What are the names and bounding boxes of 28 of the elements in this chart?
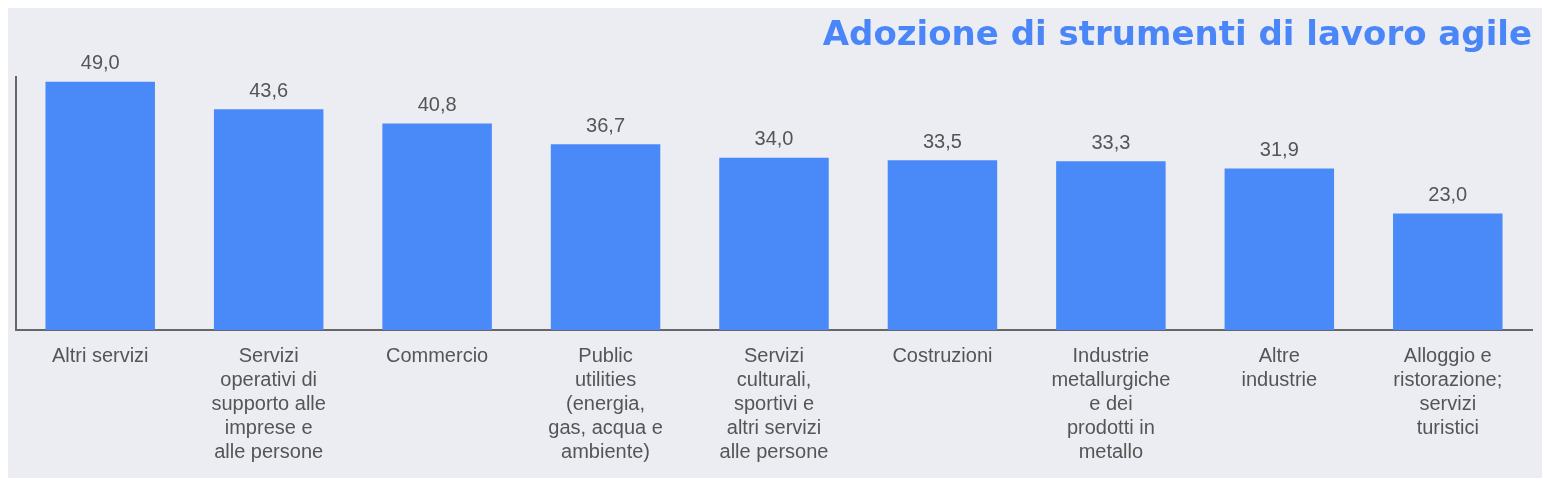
bar: [719, 157, 829, 330]
bar: [382, 123, 492, 330]
data-label: 23,0: [1428, 183, 1468, 206]
bar: [213, 109, 324, 330]
x-tick-label: Altri servizi: [51, 343, 149, 366]
x-tick-label: Public utilities (energia, gas, acqua e ambiente): [548, 343, 663, 462]
data-label: 40,8: [417, 92, 457, 115]
bar: [887, 160, 998, 330]
bar: [45, 81, 155, 330]
x-tick-label: Alloggio e ristorazione; servizi turistici: [1393, 343, 1503, 438]
data-label: 31,9: [1259, 137, 1299, 160]
x-tick-label: Altre industrie: [1241, 343, 1318, 390]
data-label: 33,5: [922, 129, 962, 152]
bar: [1393, 213, 1503, 330]
chart-title: Adozione di strumenti di lavoro agile: [822, 13, 1532, 54]
data-label: 49,0: [80, 51, 120, 74]
x-tick-label: Servizi operativi di supporto alle imprese e alle persone: [211, 343, 326, 462]
bar: [1224, 168, 1335, 330]
x-tick-label: Commercio: [385, 343, 489, 366]
data-label: 43,6: [249, 78, 289, 101]
data-label: 33,3: [1091, 130, 1131, 153]
bar: [550, 144, 661, 330]
x-tick-label: Costruzioni: [892, 343, 993, 366]
data-label: 36,7: [586, 113, 626, 136]
x-tick-label: Servizi culturali, sportivi e altri servizi alle persone: [719, 343, 829, 462]
data-label: 34,0: [754, 127, 794, 150]
x-tick-label: Industrie metallurgiche e dei prodotti in metallo: [1051, 343, 1171, 462]
bar: [1056, 161, 1166, 330]
